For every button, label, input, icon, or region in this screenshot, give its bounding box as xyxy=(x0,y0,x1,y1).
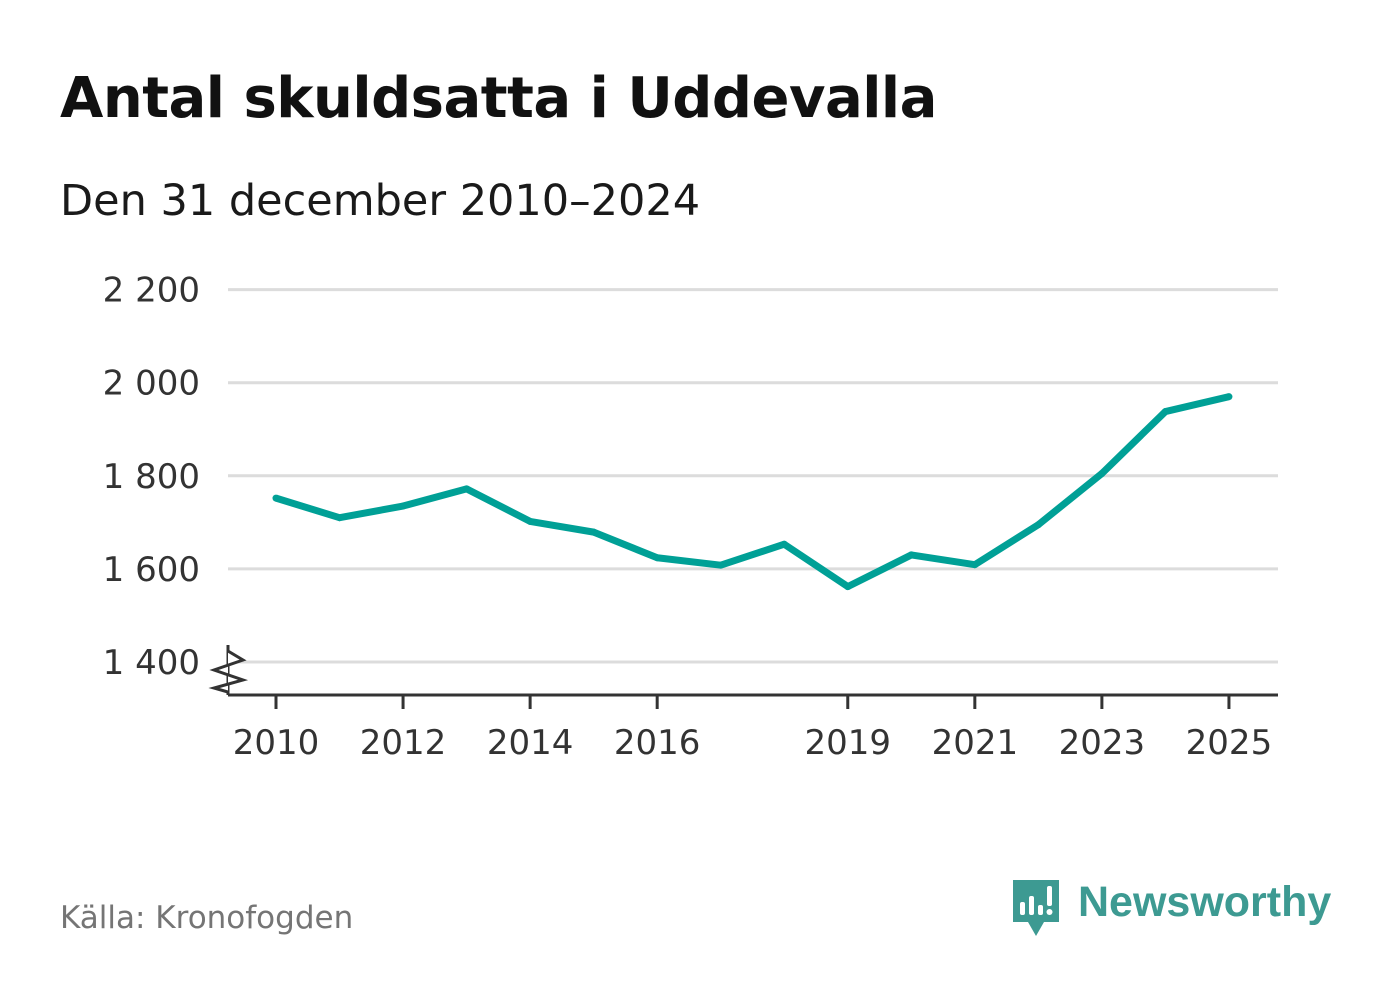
x-tick-label: 2021 xyxy=(932,723,1019,763)
source-note: Källa: Kronofogden xyxy=(60,900,354,936)
y-tick-label: 2 000 xyxy=(103,364,200,404)
y-tick-label: 1 600 xyxy=(103,550,200,590)
series-line-0 xyxy=(274,393,1230,591)
data-point-2018 xyxy=(780,540,788,548)
gridlines xyxy=(228,288,1278,664)
data-point-2016 xyxy=(653,554,661,562)
newsworthy-logo: Newsworthy xyxy=(1010,878,1331,944)
axis-break-icon xyxy=(208,645,249,695)
data-point-2014 xyxy=(526,517,534,525)
x-axis xyxy=(208,645,1278,709)
chart-title: Antal skuldsatta i Uddevalla xyxy=(60,66,937,131)
x-tick-label: 2019 xyxy=(805,723,892,763)
y-tick-label: 1 800 xyxy=(103,457,200,497)
x-tick-label: 2012 xyxy=(360,723,447,763)
chart-subtitle: Den 31 december 2010–2024 xyxy=(60,176,701,226)
data-point-2011 xyxy=(336,514,344,522)
data-point-2025 xyxy=(1225,393,1233,401)
data-point-2013 xyxy=(463,485,471,493)
data-point-2021 xyxy=(971,561,979,569)
x-tick-label: 2023 xyxy=(1059,723,1146,763)
data-point-2020 xyxy=(907,551,915,559)
x-tick-label: 2010 xyxy=(233,723,320,763)
data-point-2012 xyxy=(399,502,407,510)
x-tick-label: 2014 xyxy=(487,723,574,763)
y-tick-label: 2 200 xyxy=(103,271,200,311)
y-axis-labels: 1 400 1 600 1 800 2 000 2 200 xyxy=(103,271,200,683)
data-point-2019 xyxy=(844,583,852,591)
newsworthy-logo-icon xyxy=(1013,880,1059,936)
data-point-2024 xyxy=(1161,408,1169,416)
series xyxy=(272,393,1233,591)
x-axis-labels: 2010 2012 2014 2016 2019 2021 2023 2025 xyxy=(233,723,1272,763)
x-tick-label: 2025 xyxy=(1186,723,1273,763)
data-point-2022 xyxy=(1034,521,1042,529)
data-point-2017 xyxy=(717,561,725,569)
data-point-2023 xyxy=(1098,469,1106,477)
data-point-2015 xyxy=(590,528,598,536)
brand-name: Newsworthy xyxy=(1078,878,1332,926)
data-point-2010 xyxy=(272,494,280,502)
y-tick-label: 1 400 xyxy=(103,643,200,683)
x-tick-label: 2016 xyxy=(614,723,701,763)
